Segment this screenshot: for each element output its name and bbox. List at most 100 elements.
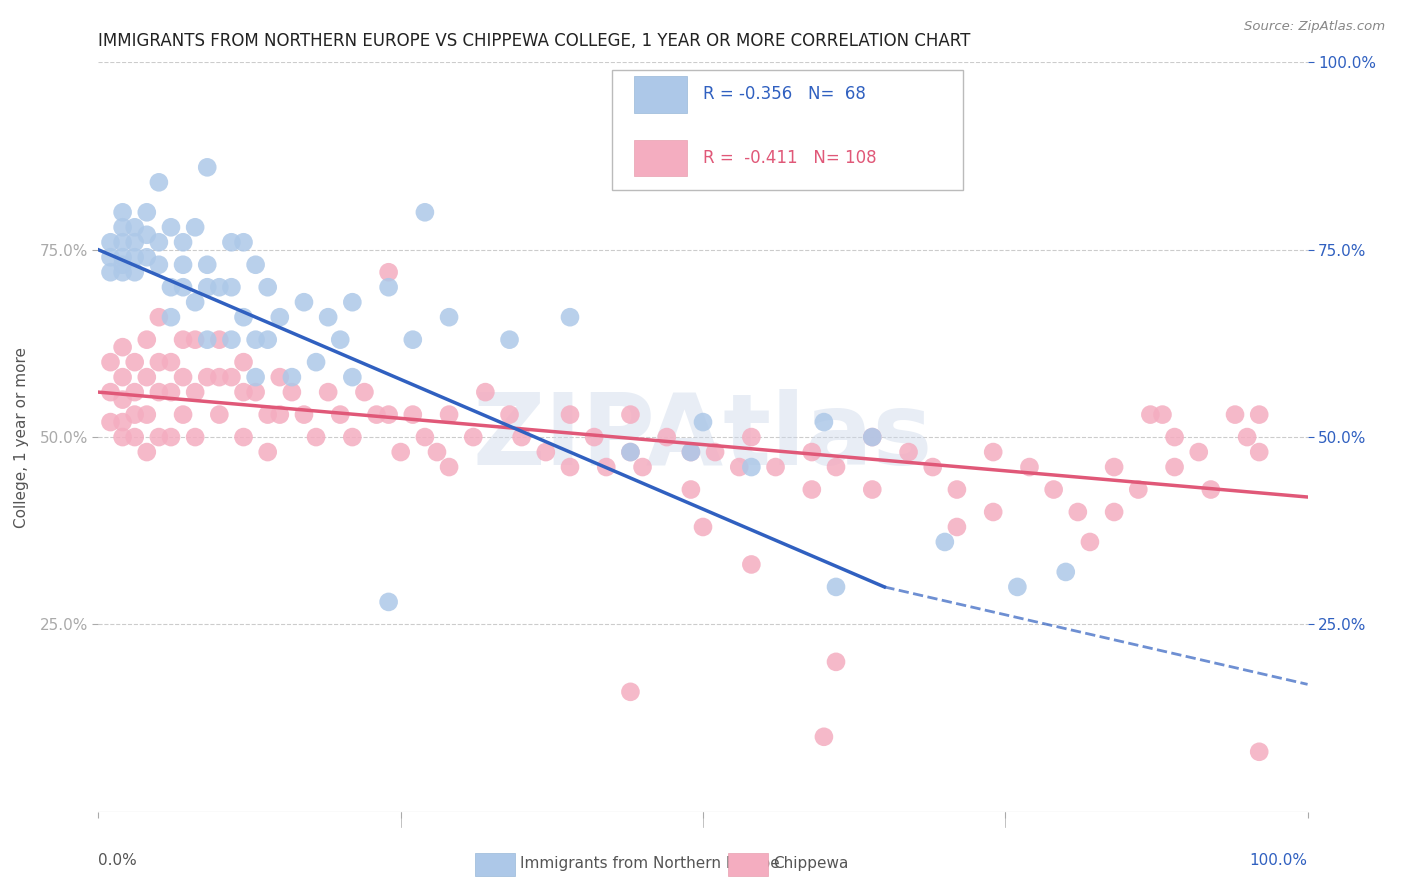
Point [256,408,278,422]
Point [135,250,157,264]
Point [825,580,848,594]
Point [160,280,183,294]
Point [172,235,194,250]
Point [1007,580,1029,594]
Point [100,355,122,369]
Point [437,408,460,422]
Point [184,333,207,347]
Point [148,355,170,369]
Point [1054,565,1077,579]
Point [655,430,678,444]
Text: IMMIGRANTS FROM NORTHERN EUROPE VS CHIPPEWA COLLEGE, 1 YEAR OR MORE CORRELATION : IMMIGRANTS FROM NORTHERN EUROPE VS CHIPP… [98,32,970,50]
Point [135,205,157,219]
Point [583,430,606,444]
Point [619,445,641,459]
Point [704,445,727,459]
Point [256,333,278,347]
Point [353,385,375,400]
Point [437,310,460,325]
Point [232,430,254,444]
Point [208,370,231,384]
Point [172,370,194,384]
Point [124,220,146,235]
Text: 100.0%: 100.0% [1250,853,1308,868]
Point [1042,483,1064,497]
Point [221,333,243,347]
Point [934,535,956,549]
Point [124,385,146,400]
Point [111,235,134,250]
Point [825,460,848,475]
Point [124,235,146,250]
Point [221,235,243,250]
Text: ZIPAtlas: ZIPAtlas [472,389,934,485]
Point [1078,535,1101,549]
Point [437,460,460,475]
Point [679,445,702,459]
Point [172,280,194,294]
Point [195,161,218,175]
Point [160,220,183,235]
Point [111,220,134,235]
Point [389,445,412,459]
Point [208,280,231,294]
Point [679,483,702,497]
Point [195,370,218,384]
Point [135,445,157,459]
Point [534,445,557,459]
Point [825,655,848,669]
Point [245,385,267,400]
Point [800,483,823,497]
Point [860,430,883,444]
Point [619,408,641,422]
Point [413,205,436,219]
Point [245,333,267,347]
Point [305,355,328,369]
Point [221,280,243,294]
Y-axis label: College, 1 year or more: College, 1 year or more [14,347,28,527]
Point [1018,460,1040,475]
Point [111,415,134,429]
Point [111,258,134,272]
Point [148,258,170,272]
Point [1236,430,1258,444]
Point [195,258,218,272]
Point [946,483,969,497]
Point [897,445,920,459]
Point [160,430,183,444]
Point [195,280,218,294]
Point [135,370,157,384]
Point [124,430,146,444]
Point [921,460,943,475]
Point [172,258,194,272]
Point [148,235,170,250]
Point [1249,745,1271,759]
Point [1067,505,1090,519]
Point [160,355,183,369]
Point [269,310,291,325]
Point [510,430,533,444]
Point [1128,483,1150,497]
Point [148,385,170,400]
Point [232,385,254,400]
Point [377,265,399,279]
Point [292,295,315,310]
Point [765,460,787,475]
Point [100,235,122,250]
Point [474,385,496,400]
Point [100,250,122,264]
Point [172,333,194,347]
Point [1139,408,1161,422]
Point [1152,408,1174,422]
Point [800,445,823,459]
Point [184,430,207,444]
Point [813,415,835,429]
Point [135,227,157,242]
Text: Chippewa: Chippewa [773,856,849,871]
Point [329,333,352,347]
Point [232,310,254,325]
Point [728,460,751,475]
Point [100,385,122,400]
Point [860,430,883,444]
Point [981,505,1004,519]
